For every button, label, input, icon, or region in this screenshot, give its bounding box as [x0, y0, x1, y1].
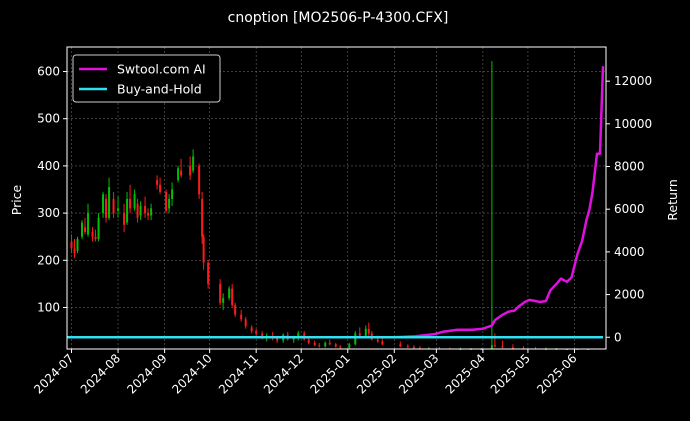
- y-left-tick-label: 300: [37, 206, 60, 220]
- plot-frame: [66, 46, 607, 350]
- candle-body: [412, 347, 415, 349]
- y-left-tick-label: 100: [37, 300, 60, 314]
- legend-label: Buy-and-Hold: [117, 82, 202, 97]
- candle-body: [324, 342, 327, 347]
- candle-body: [159, 184, 162, 192]
- candle-body: [171, 189, 174, 199]
- candle-body: [493, 345, 496, 347]
- grid: [67, 47, 606, 349]
- candle-body: [313, 342, 316, 346]
- candle-body: [201, 198, 204, 237]
- candle-body: [105, 198, 108, 218]
- candle-body: [231, 288, 234, 306]
- chart-title: cnoption [MO2506-P-4300.CFX]: [228, 10, 449, 26]
- candle-body: [228, 288, 231, 299]
- candle-body: [367, 328, 370, 334]
- candle-body: [144, 206, 147, 214]
- candle-body: [76, 239, 79, 251]
- candle-body: [222, 298, 225, 303]
- candle-body: [354, 333, 357, 345]
- candle-body: [139, 206, 142, 216]
- candle-body: [292, 338, 295, 340]
- candlesticks: [70, 61, 589, 350]
- y-right-tick-label: 4000: [614, 245, 645, 259]
- series-lines: [67, 66, 605, 339]
- candle-body: [334, 344, 337, 347]
- candle-body: [136, 203, 139, 218]
- y-right-tick-label: 6000: [614, 202, 645, 216]
- candle-body: [108, 187, 111, 218]
- candle-body: [255, 331, 258, 334]
- candle-body: [348, 344, 351, 348]
- candle-body: [147, 213, 150, 216]
- candle-body: [126, 198, 129, 223]
- y-right-tick-label: 8000: [614, 160, 645, 174]
- candle-body: [177, 168, 180, 181]
- candle-body: [123, 213, 126, 225]
- candle-body: [150, 208, 153, 216]
- candle-body: [511, 347, 514, 349]
- candle-body: [97, 217, 100, 240]
- candle-body: [219, 283, 222, 303]
- y-left-tick-label: 600: [37, 65, 60, 79]
- candle-body: [399, 344, 402, 347]
- candle-body: [307, 339, 310, 343]
- y-left-axis-label: Price: [9, 184, 24, 215]
- candle-body: [490, 345, 493, 349]
- y-left-tick-label: 500: [37, 112, 60, 126]
- candle-body: [244, 319, 247, 327]
- candle-body: [189, 165, 192, 176]
- candle-body: [156, 180, 159, 185]
- candle-body: [207, 262, 210, 284]
- y-right-axis-label: Return: [665, 179, 680, 220]
- candle-body: [129, 198, 132, 209]
- candle-body: [102, 194, 105, 214]
- candle-body: [168, 198, 171, 209]
- legend: Swtool.com AI Buy-and-Hold: [72, 54, 221, 103]
- candle-body: [70, 241, 73, 249]
- y-right-tick-label: 10000: [614, 117, 652, 131]
- candle-body: [117, 208, 120, 211]
- candle-body: [112, 198, 115, 214]
- candle-body: [81, 222, 84, 237]
- swtool-com-ai-line: [394, 66, 605, 339]
- candle-body: [297, 333, 300, 339]
- candle-body: [250, 327, 253, 332]
- y-right-tick-label: 2000: [614, 288, 645, 302]
- candle-body: [358, 333, 361, 336]
- candle-body: [180, 170, 183, 176]
- candle-body: [501, 346, 504, 348]
- candle-body: [202, 236, 205, 263]
- candle-body: [364, 328, 367, 336]
- candle-body: [376, 339, 379, 342]
- y-right-tick-label: 12000: [614, 74, 652, 88]
- candle-body: [192, 156, 195, 171]
- candle-body: [318, 345, 321, 347]
- candle-body: [276, 338, 279, 341]
- candle-body: [91, 231, 94, 237]
- legend-box: [72, 54, 221, 103]
- candle-body: [165, 191, 168, 211]
- y-left-tick-label: 200: [37, 253, 60, 267]
- candle-body: [234, 305, 237, 315]
- candle-body: [84, 227, 87, 232]
- candle-body: [94, 236, 97, 240]
- candle-body: [339, 346, 342, 348]
- candle-body: [328, 342, 331, 345]
- y-right-tick-label: 0: [614, 330, 622, 344]
- candle-body: [133, 194, 136, 209]
- candle-body: [381, 341, 384, 345]
- candle-body: [73, 248, 76, 254]
- y-left-tick-label: 400: [37, 159, 60, 173]
- candle-body: [87, 213, 90, 235]
- candle-body: [198, 165, 201, 195]
- candle-body: [240, 314, 243, 320]
- legend-label: Swtool.com AI: [117, 62, 206, 77]
- candle-body: [261, 333, 264, 339]
- candle-body: [406, 346, 409, 348]
